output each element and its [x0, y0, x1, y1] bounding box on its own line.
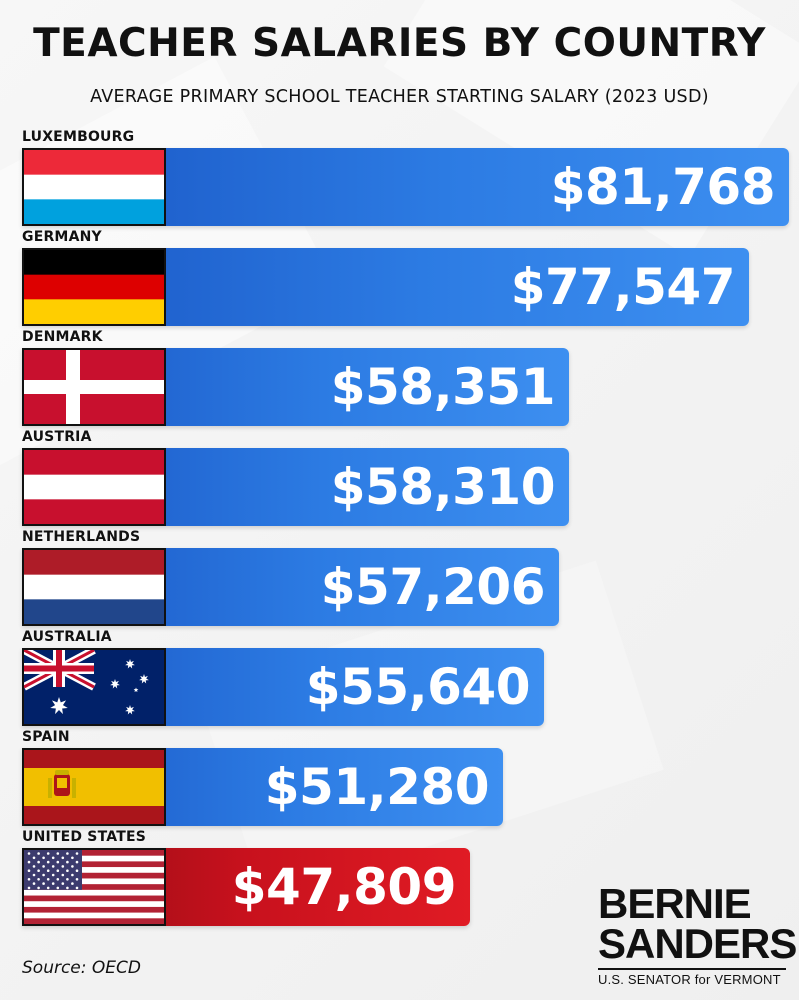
data-label: $57,206 [320, 558, 546, 616]
germany-flag-icon [22, 248, 166, 326]
bar-row-denmark: DENMARK $58,351 [22, 328, 799, 426]
chart-subtitle: AVERAGE PRIMARY SCHOOL TEACHER STARTING … [90, 87, 709, 107]
data-label: $58,351 [330, 358, 556, 416]
data-label: $55,640 [305, 658, 531, 716]
category-label: GERMANY [22, 229, 102, 245]
chart-title: TEACHER SALARIES BY COUNTRY [33, 21, 766, 66]
data-label: $51,280 [264, 758, 490, 816]
data-label: $47,809 [231, 858, 457, 916]
denmark-flag-icon [22, 348, 166, 426]
bar-row-australia: AUSTRALIA $55,640 [22, 628, 799, 726]
united-states-flag-icon [22, 848, 166, 926]
bar-row-luxembourg: LUXEMBOURG $81,768 [22, 128, 799, 226]
bar-row-germany: GERMANY $77,547 [22, 228, 799, 326]
logo-last-name: SANDERS [598, 920, 797, 967]
category-label: AUSTRALIA [22, 629, 112, 645]
category-label: UNITED STATES [22, 829, 146, 845]
logo-first-name: BERNIE [598, 880, 752, 927]
source-note: Source: OECD [22, 958, 141, 978]
netherlands-flag-icon [22, 548, 166, 626]
logo-rule [598, 968, 786, 970]
luxembourg-flag-icon [22, 148, 166, 226]
bar-row-netherlands: NETHERLANDS $57,206 [22, 528, 799, 626]
bar-row-austria: AUSTRIA $58,310 [22, 428, 799, 526]
data-label: $77,547 [510, 258, 736, 316]
category-label: SPAIN [22, 729, 70, 745]
data-label: $81,768 [550, 158, 776, 216]
category-label: DENMARK [22, 329, 103, 345]
austria-flag-icon [22, 448, 166, 526]
bar-row-spain: SPAIN $51,280 [22, 728, 799, 826]
australia-flag-icon [22, 648, 166, 726]
data-label: $58,310 [330, 458, 556, 516]
category-label: AUSTRIA [22, 429, 92, 445]
bar-row-united-states: UNITED STATES $47,809 [22, 828, 799, 926]
category-label: NETHERLANDS [22, 529, 141, 545]
spain-flag-icon [22, 748, 166, 826]
logo-tagline: U.S. SENATOR for VERMONT [598, 972, 781, 987]
category-label: LUXEMBOURG [22, 129, 135, 145]
bernie-sanders-logo: BERNIE SANDERS U.S. SENATOR for VERMONT [598, 880, 797, 988]
